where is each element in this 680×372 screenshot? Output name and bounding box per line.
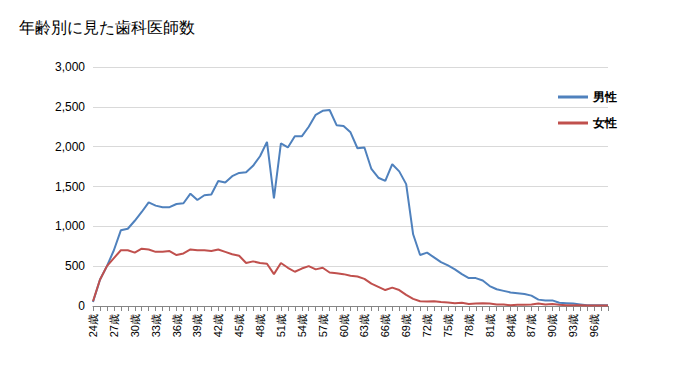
svg-text:24歳: 24歳 xyxy=(87,314,99,337)
svg-text:3,000: 3,000 xyxy=(55,60,85,74)
svg-text:1,500: 1,500 xyxy=(55,180,85,194)
svg-text:1,000: 1,000 xyxy=(55,219,85,233)
svg-text:54歳: 54歳 xyxy=(296,314,308,337)
svg-text:30歳: 30歳 xyxy=(129,314,141,337)
svg-text:51歳: 51歳 xyxy=(275,314,287,337)
svg-text:75歳: 75歳 xyxy=(442,314,454,337)
svg-text:84歳: 84歳 xyxy=(505,314,517,337)
svg-text:39歳: 39歳 xyxy=(191,314,203,337)
svg-text:63歳: 63歳 xyxy=(358,314,370,337)
svg-text:年齢別に見た歯科医師数: 年齢別に見た歯科医師数 xyxy=(19,19,195,36)
svg-text:2,500: 2,500 xyxy=(55,100,85,114)
svg-text:93歳: 93歳 xyxy=(567,314,579,337)
svg-text:42歳: 42歳 xyxy=(212,314,224,337)
svg-text:48歳: 48歳 xyxy=(254,314,266,337)
svg-text:女性: 女性 xyxy=(592,116,617,130)
svg-text:33歳: 33歳 xyxy=(150,314,162,337)
svg-text:57歳: 57歳 xyxy=(317,314,329,337)
svg-text:60歳: 60歳 xyxy=(338,314,350,337)
svg-text:69歳: 69歳 xyxy=(400,314,412,337)
svg-text:2,000: 2,000 xyxy=(55,140,85,154)
svg-text:90歳: 90歳 xyxy=(546,314,558,337)
svg-text:36歳: 36歳 xyxy=(171,314,183,337)
svg-text:500: 500 xyxy=(65,259,85,273)
svg-text:66歳: 66歳 xyxy=(379,314,391,337)
svg-text:96歳: 96歳 xyxy=(588,314,600,337)
svg-text:男性: 男性 xyxy=(592,90,617,104)
svg-text:78歳: 78歳 xyxy=(463,314,475,337)
svg-text:72歳: 72歳 xyxy=(421,314,433,337)
svg-text:27歳: 27歳 xyxy=(108,314,120,337)
svg-text:81歳: 81歳 xyxy=(484,314,496,337)
svg-text:0: 0 xyxy=(78,299,85,313)
svg-text:45歳: 45歳 xyxy=(233,314,245,337)
svg-text:87歳: 87歳 xyxy=(525,314,537,337)
